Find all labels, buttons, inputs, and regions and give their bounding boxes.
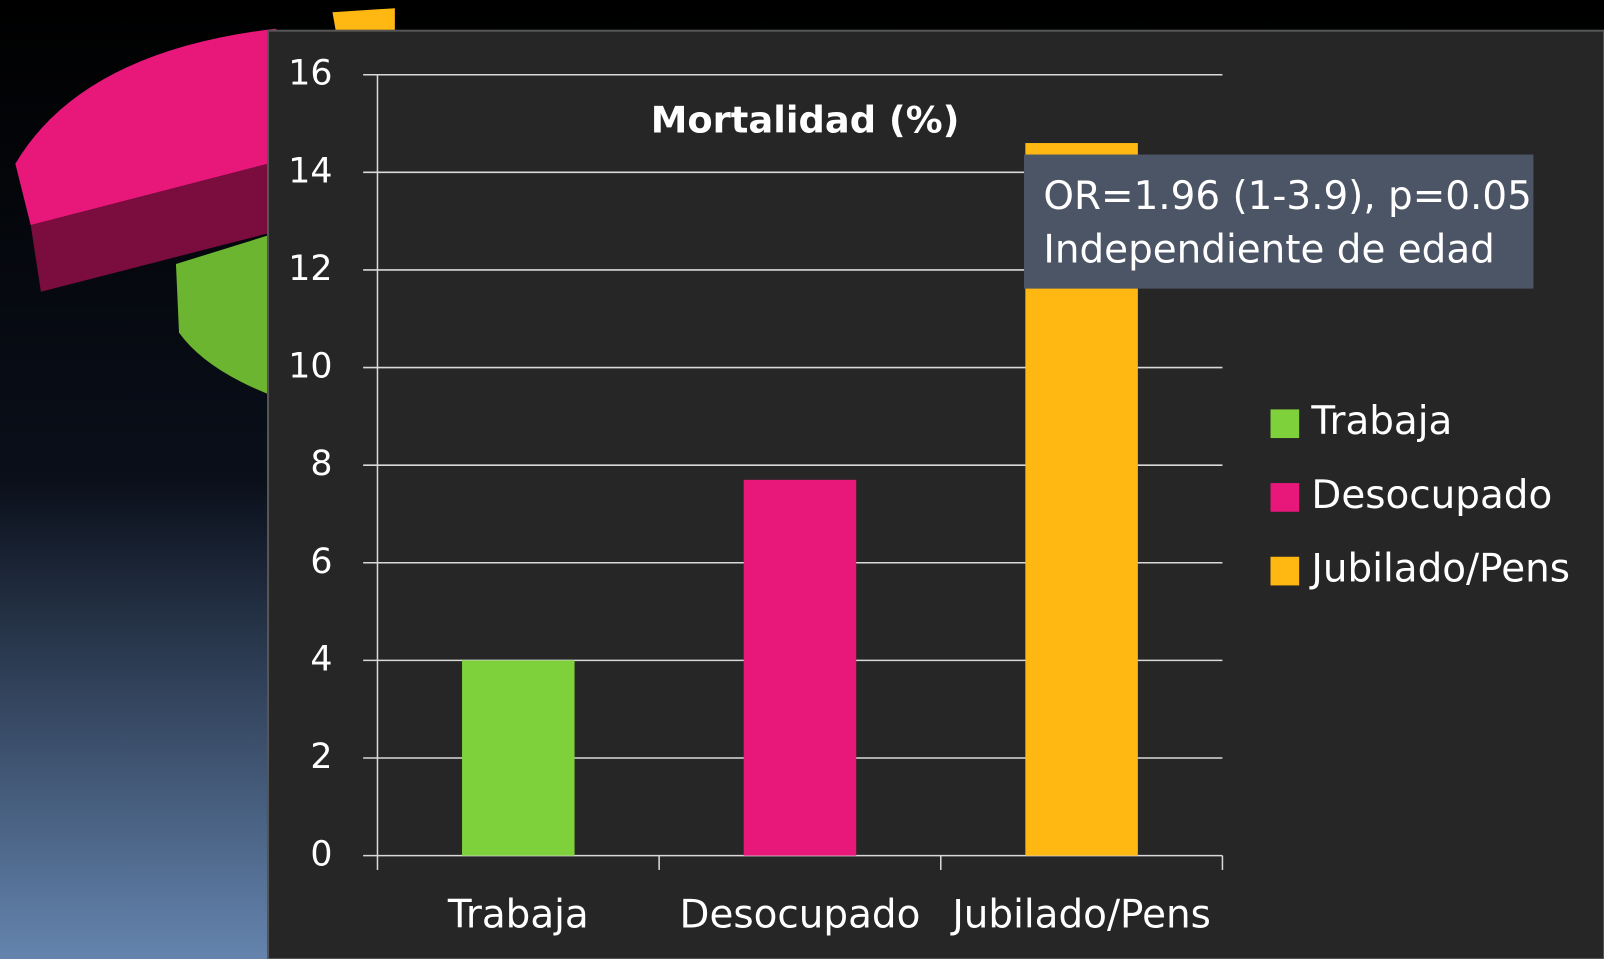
y-tick-label: 4 (310, 639, 332, 679)
y-tick-label: 12 (288, 249, 332, 289)
y-tick-label: 0 (310, 835, 332, 875)
y-tick-label: 8 (310, 444, 332, 484)
legend-swatch (1271, 557, 1300, 586)
legend-label: Desocupado (1311, 473, 1552, 518)
x-tick-label: Jubilado/Pens (949, 893, 1211, 938)
y-tick-label: 16 (288, 54, 332, 94)
legend-swatch (1271, 409, 1300, 438)
y-tick-label: 10 (288, 347, 332, 387)
y-tick-label: 6 (310, 542, 332, 582)
annotation-line: Independiente de edad (1043, 227, 1494, 272)
y-tick-label: 14 (288, 151, 332, 191)
slide: 0 2 4 6 8 10 12 14 16 Trabaja Desocupado Jubilado/P… (0, 0, 1604, 959)
bar (462, 660, 575, 855)
x-tick-label: Trabaja (447, 893, 589, 938)
y-tick-label: 2 (310, 737, 332, 777)
annotation-box: OR=1.96 (1-3.9), p=0.05 Independiente de… (1024, 155, 1533, 289)
page: {"chart_data": {"type": "bar", "title": … (0, 0, 1604, 959)
chart-title: Mortalidad (%) (651, 98, 960, 141)
annotation-line: OR=1.96 (1-3.9), p=0.05 (1043, 174, 1531, 219)
bar (744, 480, 857, 856)
legend-label: Jubilado/Pens (1308, 547, 1570, 592)
legend-swatch (1271, 483, 1300, 512)
legend-label: Trabaja (1310, 399, 1452, 444)
x-tick-label: Desocupado (680, 893, 921, 938)
